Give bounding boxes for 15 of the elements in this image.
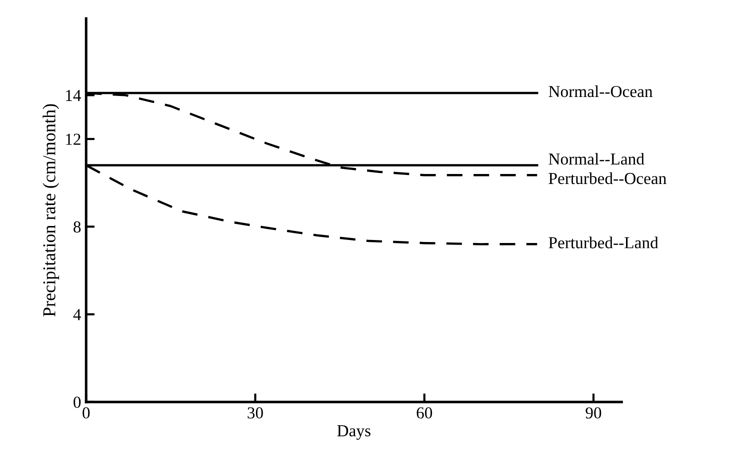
series-label: Normal--Land bbox=[548, 152, 644, 165]
y-tick-label: 8 bbox=[74, 221, 81, 233]
x-tick-label: 30 bbox=[248, 407, 263, 419]
y-axis-title: Precipitation rate (cm/month) bbox=[42, 104, 60, 316]
y-tick-label: 12 bbox=[66, 134, 80, 145]
y-tick-label: 4 bbox=[73, 309, 82, 320]
x-tick-label: 60 bbox=[416, 407, 432, 419]
x-tick-label: 0 bbox=[82, 407, 90, 419]
series-label: Perturbed--Ocean bbox=[548, 172, 666, 184]
x-axis-title: Days bbox=[337, 425, 370, 440]
series-label: Normal--Ocean bbox=[548, 85, 653, 98]
y-tick-label: 0 bbox=[74, 396, 81, 408]
series-label: Perturbed--Land bbox=[548, 236, 658, 248]
y-tick-label: 14 bbox=[66, 90, 82, 101]
x-tick-label: 90 bbox=[586, 407, 602, 419]
